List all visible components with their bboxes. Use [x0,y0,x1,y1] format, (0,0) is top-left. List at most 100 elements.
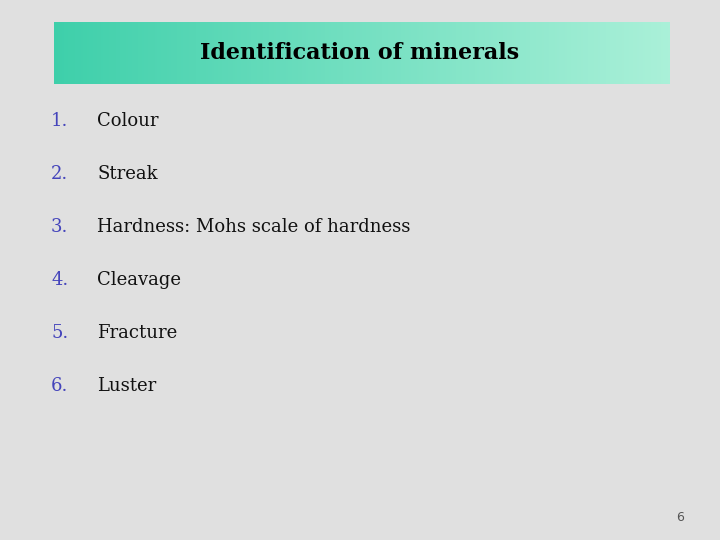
Bar [274,22,276,84]
Bar [91,22,94,84]
Bar [508,22,510,84]
Bar [546,22,549,84]
Bar [298,22,301,84]
Bar [635,22,637,84]
Text: Colour: Colour [97,112,158,131]
Bar [136,22,139,84]
Bar [288,22,291,84]
Bar [85,22,88,84]
Bar [629,22,631,84]
Bar [580,22,582,84]
Bar [269,22,272,84]
Bar [561,22,564,84]
Bar [239,22,241,84]
Bar [590,22,593,84]
Bar [540,22,543,84]
Bar [146,22,149,84]
Bar [501,22,504,84]
Bar [639,22,642,84]
Bar [163,22,166,84]
Bar [276,22,279,84]
Bar [261,22,264,84]
Bar [585,22,588,84]
Bar [348,22,350,84]
Bar [173,22,176,84]
Bar [307,22,309,84]
Text: Fracture: Fracture [97,324,177,342]
Bar [102,22,104,84]
Bar [177,22,180,84]
Bar [518,22,521,84]
Bar [389,22,391,84]
Bar [197,22,200,84]
Bar [483,22,485,84]
Bar [240,22,243,84]
Bar [442,22,444,84]
Text: 2.: 2. [51,165,68,184]
Bar [458,22,461,84]
Bar [73,22,75,84]
Bar [202,22,204,84]
Bar [588,22,590,84]
Text: 4.: 4. [51,271,68,289]
Bar [103,22,106,84]
Bar [115,22,118,84]
Bar [544,22,547,84]
Bar [647,22,650,84]
Bar [405,22,408,84]
Bar [124,22,127,84]
Bar [651,22,654,84]
Bar [343,22,346,84]
Bar [397,22,400,84]
Bar [302,22,305,84]
Bar [56,22,59,84]
Bar [436,22,438,84]
Bar [428,22,431,84]
Bar [433,22,436,84]
Bar [128,22,130,84]
Bar [526,22,528,84]
Bar [76,22,79,84]
Bar [187,22,190,84]
Bar [312,22,315,84]
Bar [392,22,395,84]
Bar [413,22,416,84]
Bar [460,22,463,84]
Bar [257,22,260,84]
Bar [95,22,98,84]
Text: 6.: 6. [51,377,68,395]
Bar [471,22,473,84]
Bar [399,22,402,84]
Bar [337,22,340,84]
Bar [237,22,240,84]
Bar [472,22,475,84]
Bar [271,22,274,84]
Bar [456,22,459,84]
Bar [446,22,449,84]
Bar [225,22,227,84]
Bar [329,22,332,84]
Bar [335,22,338,84]
Bar [575,22,578,84]
Bar [71,22,73,84]
Bar [62,22,65,84]
Bar [247,22,250,84]
Bar [132,22,135,84]
Bar [431,22,434,84]
Bar [278,22,281,84]
Bar [75,22,77,84]
Bar [450,22,453,84]
Bar [210,22,212,84]
Bar [194,22,197,84]
Bar [143,22,145,84]
Bar [189,22,192,84]
Bar [300,22,303,84]
Bar [423,22,426,84]
Bar [144,22,147,84]
Bar [196,22,199,84]
Bar [356,22,359,84]
Bar [93,22,96,84]
Bar [360,22,362,84]
Bar [179,22,182,84]
Bar [551,22,554,84]
